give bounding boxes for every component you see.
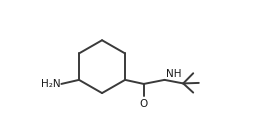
Text: H₂N: H₂N [41, 79, 60, 89]
Text: O: O [140, 99, 148, 109]
Text: NH: NH [166, 69, 181, 79]
